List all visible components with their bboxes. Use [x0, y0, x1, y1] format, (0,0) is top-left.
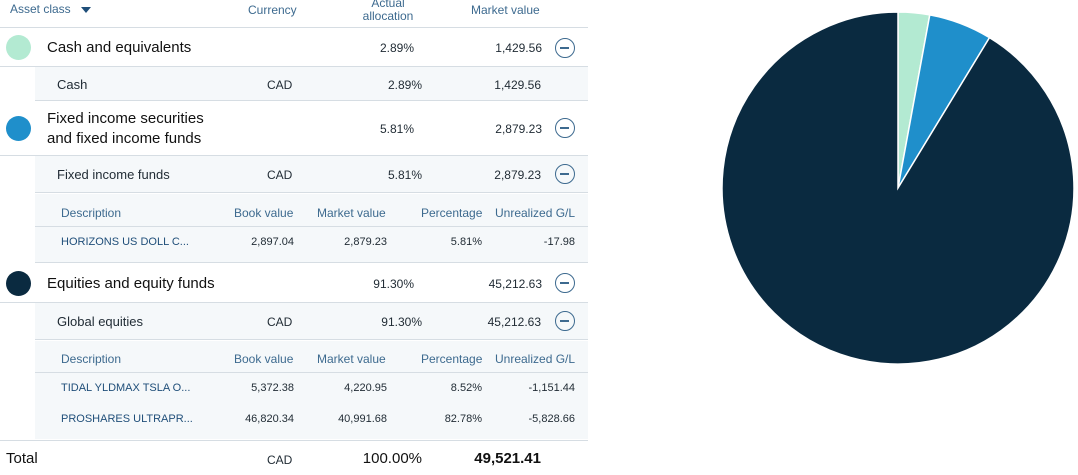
holdings-detail-equities: Description Book value Market value Perc…: [35, 341, 588, 439]
group-allocation: 2.89%: [379, 41, 414, 55]
holding-unrealized: -5,828.66: [528, 413, 575, 425]
holdings-detail-fixed-income: Description Book value Market value Perc…: [35, 194, 588, 263]
holding-book-value: 46,820.34: [245, 413, 294, 425]
subgroup-name: Cash: [57, 77, 88, 92]
collapse-icon[interactable]: [555, 38, 575, 58]
total-label: Total: [6, 450, 38, 467]
subgroup-market-value: 1,429.56: [494, 78, 541, 92]
holding-book-value: 5,372.38: [251, 382, 294, 394]
holding-unrealized: -17.98: [543, 236, 575, 248]
subgroup-row-global-equities: Global equities CAD 91.30% 45,212.63: [35, 303, 588, 340]
holding-market-value: 4,220.95: [344, 382, 387, 394]
collapse-icon[interactable]: [555, 118, 575, 138]
group-allocation: 5.81%: [379, 122, 414, 136]
detail-header-percentage: Percentage: [421, 206, 483, 220]
actual-allocation-header: Actual allocation: [352, 0, 424, 23]
holding-link[interactable]: PROSHARES ULTRAPR...: [61, 413, 193, 425]
group-name-line1: Fixed income securities: [47, 110, 204, 127]
market-value-header: Market value: [471, 3, 540, 17]
group-name: Fixed income securities and fixed income…: [47, 109, 204, 149]
detail-header-market-value: Market value: [317, 206, 386, 220]
holding-book-value: 2,897.04: [251, 236, 294, 248]
collapse-icon[interactable]: [555, 164, 575, 184]
group-row-equities: Equities and equity funds 91.30% 45,212.…: [0, 264, 588, 303]
total-allocation: 100.00%: [362, 450, 422, 467]
holding-link[interactable]: HORIZONS US DOLL C...: [61, 236, 189, 248]
subgroup-allocation: 91.30%: [381, 315, 422, 329]
holding-market-value: 2,879.23: [344, 236, 387, 248]
holding-market-value: 40,991.68: [338, 413, 387, 425]
detail-header-description: Description: [61, 206, 122, 220]
total-market-value: 49,521.41: [474, 450, 541, 467]
group-row-fixed-income: Fixed income securities and fixed income…: [0, 101, 588, 156]
subgroup-allocation: 5.81%: [387, 168, 422, 182]
group-name: Cash and equivalents: [47, 39, 192, 56]
detail-header-unrealized: Unrealized G/L: [495, 206, 576, 220]
detail-header-book-value: Book value: [234, 352, 294, 366]
group-name: Equities and equity funds: [47, 275, 215, 292]
subgroup-row-fixed-income-funds: Fixed income funds CAD 5.81% 2,879.23: [35, 156, 588, 193]
detail-divider: [35, 372, 588, 373]
caret-down-icon[interactable]: [80, 6, 91, 13]
group-row-cash: Cash and equivalents 2.89% 1,429.56: [0, 29, 588, 67]
legend-dot: [6, 271, 31, 296]
asset-class-sort[interactable]: Asset class: [10, 3, 91, 16]
subgroup-name: Global equities: [57, 314, 143, 329]
holdings-table: Asset class Currency Actual allocation M…: [0, 0, 588, 475]
group-allocation: 91.30%: [373, 277, 414, 291]
holding-percentage: 8.52%: [450, 382, 482, 394]
collapse-icon[interactable]: [555, 273, 575, 293]
detail-header-percentage: Percentage: [421, 352, 483, 366]
holding-percentage: 5.81%: [450, 236, 482, 248]
group-market-value: 2,879.23: [495, 122, 542, 136]
detail-divider: [35, 226, 588, 227]
holding-percentage: 82.78%: [444, 413, 482, 425]
subgroup-currency: CAD: [267, 315, 293, 329]
total-row: Total CAD 100.00% 49,521.41: [0, 440, 588, 475]
subgroup-currency: CAD: [267, 168, 293, 182]
table-header: Asset class Currency Actual allocation M…: [0, 0, 588, 28]
detail-header-description: Description: [61, 352, 122, 366]
group-name-line2: and fixed income funds: [47, 130, 202, 147]
subgroup-row-cash: Cash CAD 2.89% 1,429.56: [35, 67, 588, 101]
detail-header-market-value: Market value: [317, 352, 386, 366]
subgroup-name: Fixed income funds: [57, 167, 170, 182]
total-currency: CAD: [267, 453, 293, 467]
allocation-pie-chart: [721, 11, 1075, 365]
currency-header: Currency: [248, 3, 297, 17]
legend-dot: [6, 116, 31, 141]
holding-link[interactable]: TIDAL YLDMAX TSLA O...: [61, 382, 191, 394]
collapse-icon[interactable]: [555, 311, 575, 331]
legend-dot: [6, 35, 31, 60]
subgroup-allocation: 2.89%: [387, 78, 422, 92]
subgroup-market-value: 2,879.23: [494, 168, 541, 182]
subgroup-market-value: 45,212.63: [487, 315, 541, 329]
group-market-value: 45,212.63: [488, 277, 542, 291]
detail-header-book-value: Book value: [234, 206, 294, 220]
actual-allocation-header-line1: Actual: [371, 0, 405, 10]
holding-unrealized: -1,151.44: [528, 382, 575, 394]
subgroup-currency: CAD: [267, 78, 293, 92]
actual-allocation-header-line2: allocation: [362, 9, 414, 23]
group-market-value: 1,429.56: [495, 41, 542, 55]
detail-header-unrealized: Unrealized G/L: [495, 352, 576, 366]
asset-class-header: Asset class: [10, 2, 71, 16]
pie-slice[interactable]: [721, 11, 1075, 365]
